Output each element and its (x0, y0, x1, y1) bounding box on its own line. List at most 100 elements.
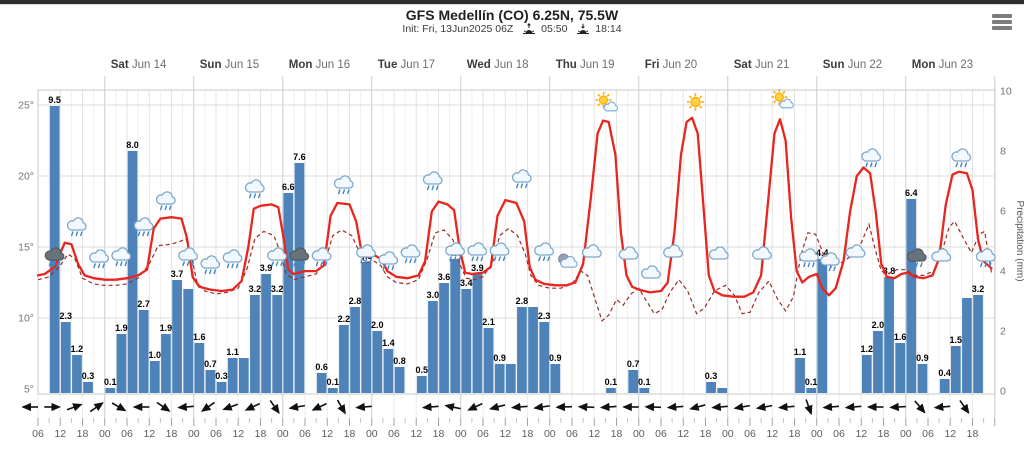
precip-bar (817, 259, 828, 393)
page-title: GFS Medellín (CO) 6.25N, 75.5W (405, 7, 619, 23)
precip-bar-label: 3.4 (460, 278, 473, 288)
precip-bar-label: 3.9 (260, 263, 273, 273)
precip-bar-label: 0.3 (82, 371, 95, 381)
precip-axis-label: 6 (1000, 206, 1006, 218)
wind-arrow-line (66, 403, 83, 412)
wind-arrow (914, 400, 926, 414)
hour-label: 00 (277, 428, 289, 440)
day-header-label: Thu Jun 19 (556, 59, 615, 71)
hour-label: 12 (944, 428, 956, 440)
wind-arrow-line (355, 402, 372, 412)
rain-icon (975, 248, 996, 268)
precip-bar-label: 2.8 (349, 296, 362, 306)
precip-bar (383, 349, 394, 393)
wind-arrow-line (959, 399, 970, 415)
day-header-label: Wed Jun 18 (467, 59, 529, 71)
cloud-icon (640, 265, 661, 279)
wind-arrow (555, 402, 573, 412)
wind-arrow (177, 402, 194, 412)
precip-bar (272, 295, 283, 393)
day-header-label: Sat Jun 14 (111, 59, 167, 71)
wind-arrow-line (599, 402, 617, 412)
hour-label: 00 (188, 428, 200, 440)
hour-label: 00 (633, 428, 645, 440)
precip-bar (183, 289, 194, 393)
wind-arrow (777, 402, 795, 412)
wind-arrow (269, 399, 280, 415)
hour-label: 12 (499, 428, 511, 440)
hour-label: 06 (32, 428, 44, 440)
precip-bar (873, 331, 883, 393)
temp-axis-label: 15° (18, 242, 34, 254)
wind-arrow-line (914, 400, 926, 414)
hour-label: 06 (744, 428, 756, 440)
precip-bar-label: 1.6 (193, 332, 206, 342)
precip-bar-label: 6.4 (905, 188, 918, 198)
precip-bar-label: 2.3 (538, 311, 551, 321)
rain-icon (222, 249, 243, 269)
precip-bar (639, 388, 650, 393)
precip-bar-label: 3.8 (883, 266, 896, 276)
precip-bar-label: 0.5 (416, 365, 429, 375)
precip-axis-label: 2 (1000, 326, 1006, 338)
wind-arrow-line (156, 401, 171, 412)
wind-arrow-line (467, 402, 483, 411)
wind-arrow-line (89, 402, 104, 413)
wind-arrow (444, 403, 461, 412)
rain-icon (951, 148, 972, 168)
precip-bar-label: 3.7 (171, 269, 184, 279)
precip-bar-label: 1.2 (71, 344, 84, 354)
precip-axis-label: 4 (1000, 266, 1006, 278)
wind-arrow-line (533, 402, 550, 411)
precip-bar (439, 283, 449, 393)
wind-arrow (959, 399, 970, 415)
cloud-icon (931, 248, 952, 262)
hour-label: 18 (967, 428, 979, 440)
rain-icon (534, 242, 555, 262)
precip-bar (895, 343, 906, 393)
wind-arrow (711, 402, 728, 412)
precip-bar (939, 379, 950, 393)
temp-axis-label: 20° (18, 171, 34, 183)
precip-bar-label: 0.3 (705, 371, 718, 381)
wind-arrow (111, 402, 127, 412)
precip-bar-label: 1.9 (160, 323, 173, 333)
hour-label: 00 (900, 428, 912, 440)
precip-bar-label: 1.9 (115, 323, 128, 333)
precip-bar (216, 382, 227, 393)
temp-axis-label: 10° (18, 313, 34, 325)
rain-icon (400, 244, 421, 264)
rain-icon (311, 247, 332, 267)
rain-icon (178, 247, 199, 267)
day-header-label: Sun Jun 15 (200, 59, 259, 71)
hour-label: 12 (677, 428, 689, 440)
precip-bar (861, 355, 872, 393)
wind-arrow (644, 402, 662, 412)
hour-label: 18 (878, 428, 890, 440)
day-header-label: Sun Jun 22 (823, 59, 882, 71)
precip-bar (149, 361, 160, 393)
precip-bar-label: 1.2 (861, 344, 874, 354)
wind-arrow (533, 402, 550, 411)
hamburger-menu-button[interactable] (992, 14, 1012, 32)
precip-bar (472, 274, 483, 393)
precip-bar (494, 364, 505, 393)
precip-axis-label: 10 (1000, 86, 1012, 98)
rain-icon (861, 148, 882, 168)
precip-bar (606, 388, 616, 393)
precip-bar-label: 0.8 (393, 356, 406, 366)
precip-bar (316, 373, 327, 393)
hour-label: 18 (255, 428, 267, 440)
wind-arrow-line (488, 402, 506, 411)
precip-bar (172, 280, 182, 393)
precip-bar (416, 376, 427, 393)
rain-icon (200, 255, 221, 275)
rain-icon (511, 169, 532, 189)
temp-axis-label: 5° (24, 384, 34, 396)
rain-icon (467, 242, 488, 262)
wind-arrow-line (555, 402, 573, 412)
hour-label: 06 (388, 428, 400, 440)
sun-cloud-icon (594, 91, 619, 112)
